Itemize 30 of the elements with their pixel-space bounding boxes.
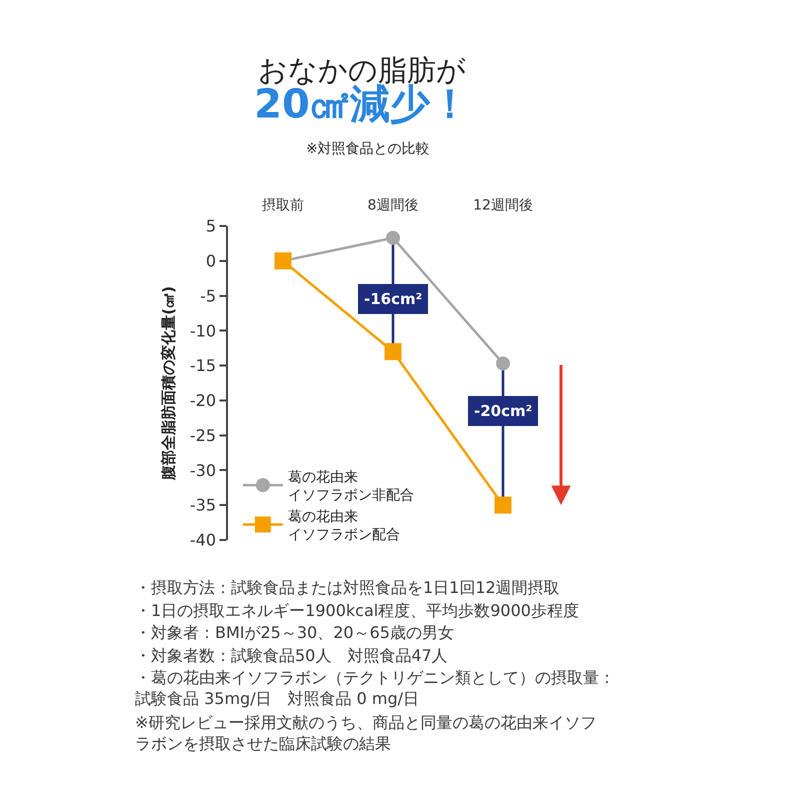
point: [496, 356, 510, 370]
y-tick-label: -20: [190, 391, 216, 410]
y-tick-label: -35: [190, 496, 216, 515]
y-tick-label: 5: [206, 216, 216, 236]
legend-label: 葛の花由来イソフラボン非配合: [288, 469, 414, 504]
point: [384, 343, 402, 360]
x-tick-label: 8週間後: [368, 197, 418, 214]
y-tick-label: -25: [190, 426, 216, 445]
y-tick-label: -10: [190, 321, 216, 340]
x-tick-label: 12週間後: [473, 197, 533, 214]
text: ※研究レビュー採用文献のうち、商品と同量の葛の花由来イソフラボンを摂取させた臨床試験の結果: [135, 713, 596, 753]
point: [494, 496, 512, 514]
chart-subtitle: ※対照食品との比較: [306, 141, 430, 157]
chart-title: おなかの脂肪が 20㎠減少！: [254, 53, 470, 128]
text: ・1日の摂取エネルギー1900kcal程度、平均歩数9000歩程度: [135, 601, 579, 620]
annotation: -20cm²: [474, 402, 532, 420]
y-tick-label: 0: [206, 251, 216, 270]
y-tick-label: -5: [200, 286, 216, 306]
y-tick-label: -40: [190, 530, 216, 550]
annotation: -16cm²: [364, 290, 422, 308]
text: ・摂取方法：試験食品または対照食品を1日1回12週間摂取: [135, 578, 560, 597]
y-tick-label: -30: [190, 460, 216, 480]
text: ・対象者：BMIが25～30、20～65歳の男女: [135, 623, 454, 642]
text: ・葛の花由来イソフラボン（テクトリゲニン類として）の摂取量：試験食品 35mg/日 対照食品 0 mg/日: [135, 668, 615, 708]
text: ・対象者数：試験食品50人 対照食品47人: [135, 646, 448, 665]
x-tick-label: 摂取前: [262, 197, 304, 214]
y-tick-label: -15: [190, 356, 216, 376]
y-axis-title: 腹部全脂肪面積の変化量(㎠): [160, 286, 178, 481]
point: [386, 230, 400, 245]
legend-label: 葛の花由来イソフラボン配合: [288, 508, 400, 544]
